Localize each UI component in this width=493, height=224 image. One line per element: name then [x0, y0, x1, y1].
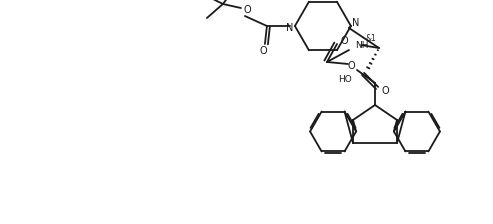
Text: NH: NH [355, 41, 368, 50]
Text: O: O [347, 61, 355, 71]
Text: &1: &1 [366, 34, 376, 43]
Text: O: O [382, 86, 389, 96]
Text: N: N [352, 18, 359, 28]
Text: O: O [243, 5, 251, 15]
Text: O: O [259, 46, 267, 56]
Text: HO: HO [338, 75, 352, 84]
Text: N: N [286, 23, 294, 33]
Text: O: O [340, 36, 348, 46]
